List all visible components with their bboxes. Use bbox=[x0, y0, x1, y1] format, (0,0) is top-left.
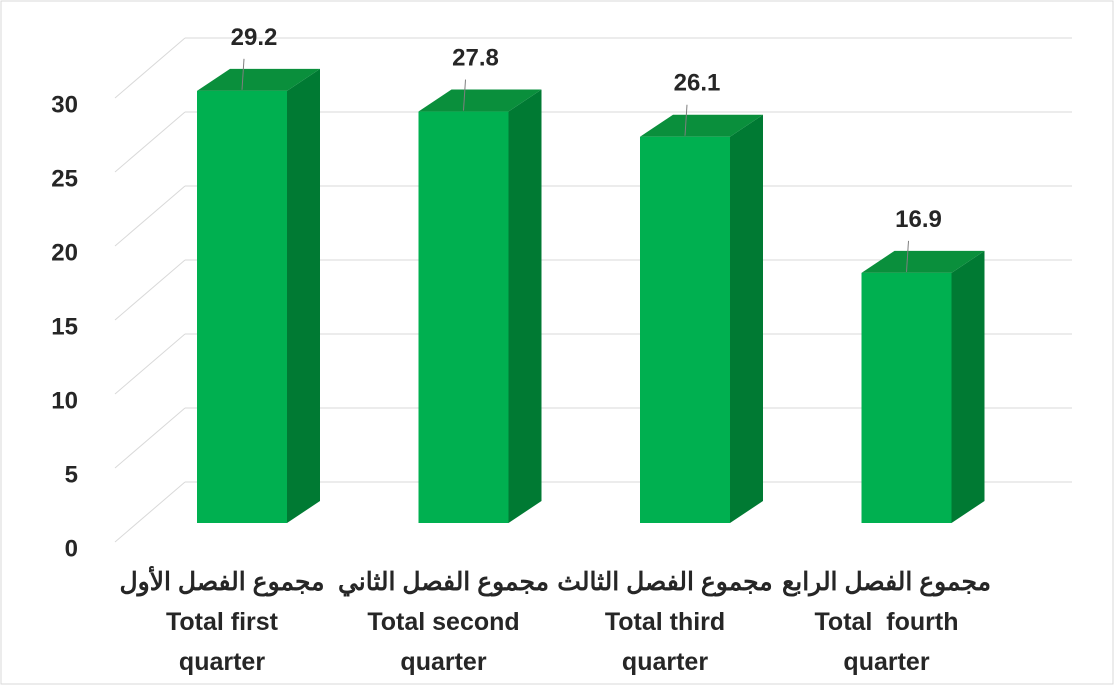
bar-top bbox=[418, 89, 542, 112]
wall-grid-line bbox=[114, 37, 186, 99]
bar-front bbox=[640, 136, 730, 523]
x-tick-label: Total first bbox=[166, 608, 279, 636]
x-tick-label: مجموع الفصل الرابع bbox=[782, 568, 991, 597]
data-label: 26.1 bbox=[674, 70, 721, 97]
bar-side bbox=[287, 68, 320, 523]
wall-grid-line bbox=[114, 259, 186, 321]
bar bbox=[640, 114, 763, 523]
x-tick-label: مجموع الفصل الثاني bbox=[338, 568, 549, 597]
y-tick-label: 30 bbox=[51, 91, 78, 118]
y-tick-label: 15 bbox=[51, 313, 78, 340]
x-tick-label: quarter bbox=[179, 648, 265, 676]
bar-top bbox=[861, 250, 985, 273]
wall-grid-line bbox=[114, 111, 186, 173]
wall-grid-line bbox=[114, 185, 186, 247]
bar bbox=[197, 68, 320, 523]
x-tick-label: quarter bbox=[622, 648, 708, 676]
y-tick-label: 20 bbox=[51, 239, 78, 266]
y-tick-label: 25 bbox=[51, 165, 78, 192]
bar-top bbox=[197, 68, 320, 91]
bar bbox=[418, 89, 542, 523]
bar-top bbox=[640, 114, 763, 137]
x-tick-label: Total third bbox=[605, 608, 725, 636]
data-label: 16.9 bbox=[895, 206, 942, 233]
leader-line bbox=[684, 104, 688, 136]
wall-grid-line bbox=[114, 481, 186, 543]
wall-grid-line bbox=[114, 333, 186, 395]
leader-line bbox=[906, 240, 909, 272]
bar-front bbox=[418, 111, 509, 523]
x-tick-label: quarter bbox=[843, 648, 929, 676]
bar-side bbox=[730, 114, 763, 523]
data-label: 27.8 bbox=[452, 45, 499, 72]
bar-front bbox=[197, 90, 287, 523]
x-tick-label: Total fourth bbox=[815, 608, 959, 636]
y-tick-label: 0 bbox=[65, 535, 78, 562]
x-tick-label: مجموع الفصل الثالث bbox=[557, 568, 772, 597]
x-tick-label: quarter bbox=[400, 648, 486, 676]
leader-line bbox=[463, 79, 466, 111]
y-tick-label: 5 bbox=[65, 461, 78, 488]
bar bbox=[861, 250, 985, 523]
y-tick-label: 10 bbox=[51, 387, 78, 414]
bar-front bbox=[861, 272, 952, 523]
bar-side bbox=[508, 89, 542, 523]
bar-side bbox=[951, 250, 985, 523]
data-label: 29.2 bbox=[231, 24, 278, 51]
x-tick-label: Total second bbox=[367, 608, 519, 636]
x-tick-label: مجموع الفصل الأول bbox=[120, 564, 325, 597]
leader-line bbox=[241, 58, 245, 90]
wall-grid-line bbox=[114, 407, 186, 469]
